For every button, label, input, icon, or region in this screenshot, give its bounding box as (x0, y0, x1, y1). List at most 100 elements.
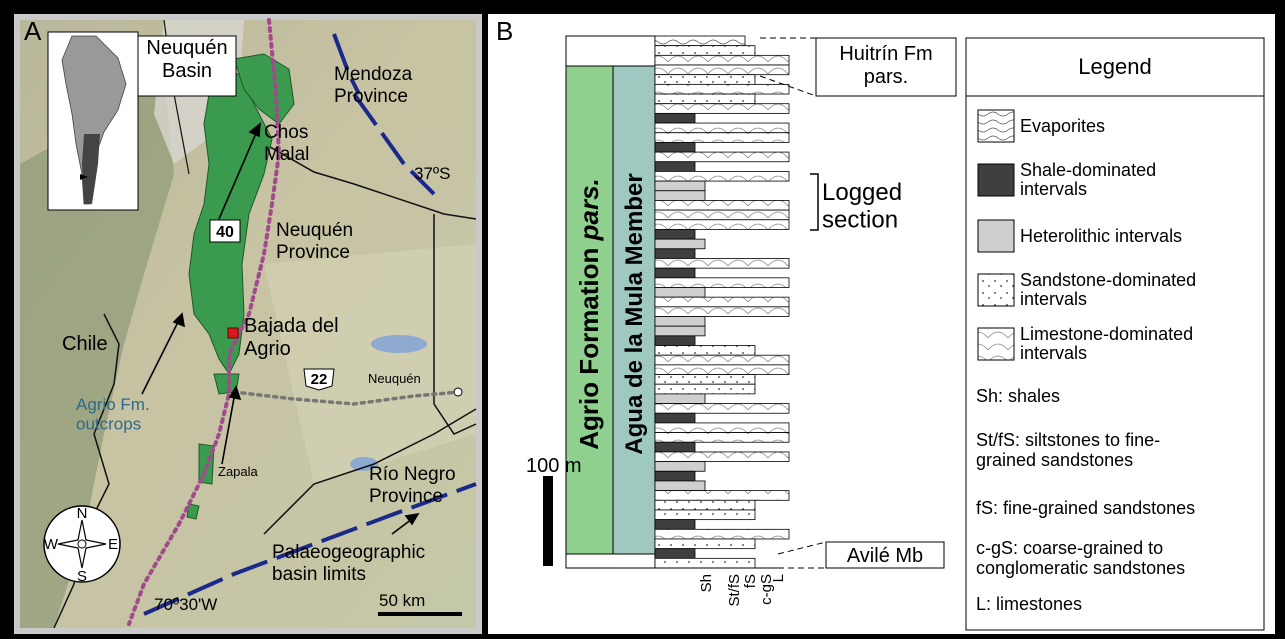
log-bed (654, 557, 756, 569)
grain-axis-labels: Sh St/fS fS c-gSL (698, 574, 787, 607)
log-bed (654, 238, 706, 250)
logged-bracket (810, 173, 819, 231)
log-bed (654, 374, 756, 385)
log-bed (654, 161, 696, 172)
legend-swatch-shale (977, 163, 1015, 197)
avile-leader (777, 541, 827, 569)
log-bed (654, 209, 790, 221)
log-bed (654, 316, 706, 327)
route-22-shield: 22 (303, 368, 335, 391)
panel-b-stratigraphy: B Agrio Formation pars. Agua de la Mula … (488, 14, 1275, 634)
abbreviation-item: St/fS: siltstones to fine-grained sandst… (976, 430, 1160, 470)
top-cap (565, 35, 656, 67)
abbreviation-list: Sh: shales St/fS: siltstones to fine-grai… (976, 386, 1195, 614)
log-bed (654, 335, 696, 346)
log-bed (654, 190, 706, 201)
log-bed (654, 393, 706, 404)
formation-label: Agrio Formation pars. (574, 178, 604, 450)
log-bed (654, 451, 790, 463)
legend-swatch-evap (977, 109, 1015, 143)
log-bed (654, 306, 790, 317)
log-bed (654, 296, 790, 308)
log-bed (654, 103, 790, 114)
vertical-scale-bar (543, 476, 553, 566)
plains (264, 244, 476, 484)
neuquen-city-marker (453, 387, 463, 397)
bajada-del-agrio-label: Bajada del Agrio (244, 315, 339, 360)
annotation-arrows (141, 122, 420, 535)
legend-swatch-lime (977, 327, 1015, 361)
log-bed (654, 519, 696, 530)
chos-malal-label: Chos Malal (264, 122, 309, 165)
abbreviation-item: L: limestones (976, 594, 1082, 614)
compass-rose-icon: N S E W (43, 505, 121, 585)
legend-label-shale: Shale-dominated intervals (1020, 160, 1156, 199)
log-bed (654, 93, 756, 105)
mendoza-border (243, 131, 477, 220)
log-beds (654, 35, 790, 569)
legend-swatch-sand (977, 273, 1015, 307)
grain-axis-label: Sh (698, 574, 715, 592)
log-bed (654, 64, 790, 76)
compass-e: E (108, 536, 118, 553)
grain-axis-label: c-gS (758, 574, 775, 605)
stratigraphic-log: Agrio Formation pars. Agua de la Mula Me… (526, 35, 1265, 631)
route-22-label: 22 (311, 371, 328, 388)
legend-title: Legend (1078, 54, 1151, 79)
log-bed (654, 364, 790, 375)
log-bed (654, 538, 756, 550)
bottom-cap (565, 553, 656, 569)
log-bed (654, 441, 696, 453)
log-bed (654, 470, 696, 482)
log-bed (654, 277, 790, 288)
scale-label: 100 m (526, 455, 582, 477)
legend-items: Evaporites Shale-dominated intervals Hetero… (977, 109, 1196, 363)
log-bed (654, 180, 706, 192)
legend-label-sand: Sandstone-dominated intervals (1020, 270, 1196, 309)
log-bed (654, 132, 790, 143)
grain-axis-label: St/fS (726, 574, 743, 607)
avile-box (825, 541, 945, 569)
basin-limit-north (332, 33, 361, 95)
route-40-shield: 40 (209, 219, 241, 243)
route-40-label: 40 (216, 224, 234, 241)
log-bed (654, 83, 790, 95)
log-bed (654, 548, 696, 559)
rio-negro-label: Río Negro Province (369, 464, 456, 507)
route-40 (127, 18, 282, 626)
member-label: Agua de la Mula Member (621, 173, 648, 454)
bajada-del-agrio-marker (227, 327, 239, 339)
neuquen-province-label: Neuquén Province (276, 220, 353, 263)
panel-a-label: A (24, 16, 42, 46)
lake-icon (371, 335, 427, 353)
log-bed (654, 354, 790, 366)
legend-label-hetero: Heterolithic intervals (1020, 226, 1182, 246)
log-bed (654, 45, 756, 56)
log-bed (654, 35, 746, 47)
location-map: 40 22 N S E W Neuquén Basin Mendoza Provin… (20, 18, 477, 629)
formation-column (565, 65, 614, 569)
log-bed (654, 325, 706, 337)
map-labels: Neuquén Basin Mendoza Province 37ºS Chos Ma… (62, 37, 456, 614)
outcrops-label: Agrio Fm. outcrops (76, 395, 150, 434)
rio-negro-border (263, 408, 477, 535)
log-bed (654, 383, 756, 395)
log-bed (654, 499, 756, 511)
basin-limits-label: Palaeogeographic basin limits (272, 542, 425, 585)
andes-relief (20, 74, 174, 628)
longitude-label: 70º30'W (154, 595, 217, 614)
log-bed (654, 248, 696, 259)
log-bed (654, 432, 790, 443)
log-bed (654, 74, 756, 85)
logged-section-label: Logged section (822, 179, 902, 234)
basin-limit-south (143, 482, 477, 616)
compass-s: S (77, 568, 87, 585)
lake-icon (350, 457, 378, 471)
log-bed (654, 345, 756, 356)
log-bed (654, 200, 790, 211)
log-bed (654, 171, 790, 182)
log-bed (654, 258, 790, 269)
basin-limit-northeast (352, 92, 436, 196)
log-bed (654, 229, 696, 240)
log-bed (654, 112, 696, 124)
